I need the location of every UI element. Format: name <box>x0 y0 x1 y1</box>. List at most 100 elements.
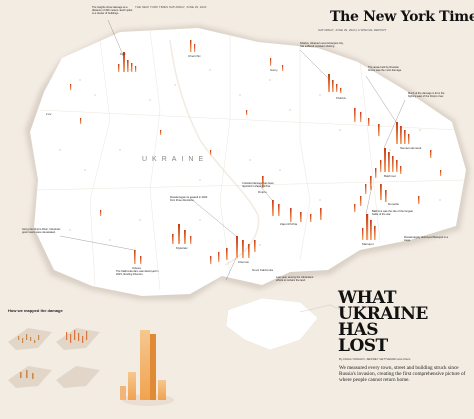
annotation-east-dnipro: Much of the damage is from the fighting … <box>408 92 445 99</box>
damage-spike <box>370 176 372 190</box>
damage-spike <box>300 212 302 222</box>
damage-spike <box>385 190 387 202</box>
damage-spike <box>236 236 238 258</box>
damage-spike <box>278 204 280 216</box>
damage-spike <box>430 150 432 158</box>
damage-spike <box>246 110 248 115</box>
inset-tile-4 <box>56 366 100 388</box>
annotation-grain-towns: Along the Dnipro River, Ukrainian grain … <box>22 228 61 235</box>
damage-spike <box>210 256 212 264</box>
damage-spike <box>242 240 244 258</box>
damage-spike <box>248 244 250 258</box>
damage-spike <box>374 226 376 240</box>
city-label-chernihiv: Chernihiv <box>188 54 201 58</box>
inset-title: How we mapped the damage <box>8 308 63 313</box>
damage-spike <box>365 184 367 194</box>
damage-spike <box>80 118 82 124</box>
damage-spike <box>290 208 292 222</box>
damage-spike <box>396 122 398 144</box>
annotation-mariupol: Russia largely destroyed Mariupol in a s… <box>404 236 448 243</box>
page-header: THE NEW YORK TIMES SATURDAY, JUNE 29, 20… <box>0 3 474 32</box>
damage-spike <box>418 196 420 204</box>
damage-spike <box>354 204 356 212</box>
damage-spike <box>70 84 72 90</box>
damage-spike <box>375 168 377 178</box>
annotation-reclaim: Last year, among the Ukrainians' efforts… <box>276 276 314 283</box>
masthead: The New York Times <box>330 9 474 25</box>
damage-spike <box>378 124 380 136</box>
story-byline: By ANJALI SINGHVI, JEFFREY GETTLEMAN and… <box>339 357 411 361</box>
city-label-sumy: Sumy <box>270 68 278 72</box>
annotation-zaporizhzhia: Crowded damage has been reported in Zapo… <box>242 182 274 189</box>
damage-spike <box>262 176 264 188</box>
damage-spike <box>380 184 382 200</box>
headline-line-3: HAS <box>338 320 379 340</box>
damage-spike <box>360 196 362 206</box>
headline-line-2: UKRAINE <box>338 304 428 324</box>
damage-spike <box>254 240 256 252</box>
city-label-kherson: Kherson <box>238 260 250 264</box>
damage-spike <box>226 248 228 260</box>
damage-spike <box>118 64 120 72</box>
damage-spike <box>328 74 330 92</box>
kerch-coast <box>299 304 346 313</box>
damage-spike <box>140 256 142 264</box>
inset-tile-3 <box>8 366 52 388</box>
damage-spike <box>368 118 370 126</box>
city-label-mariupol: Mariupol <box>362 242 374 246</box>
damage-spike <box>400 166 402 174</box>
damage-spike <box>332 80 334 92</box>
city-label-mykolaiv: Mykolaiv <box>176 246 188 250</box>
damage-spike <box>388 152 390 172</box>
damage-spike <box>272 200 274 216</box>
city-label-lviv: Lviv <box>46 112 52 116</box>
annotation-leaders <box>59 19 406 281</box>
damage-spike <box>354 108 356 122</box>
damage-spike <box>370 220 372 240</box>
inset-diagram <box>8 328 100 388</box>
damage-spike <box>400 126 402 144</box>
damage-spike <box>396 160 398 172</box>
damage-spike <box>178 224 180 244</box>
damage-spike <box>190 236 192 244</box>
damage-spike <box>270 58 272 66</box>
damage-spike <box>100 210 102 216</box>
damage-spike <box>340 88 342 93</box>
city-label-sievierodonetsk: Sievierodonetsk <box>400 146 422 150</box>
damage-spikes <box>70 40 442 264</box>
damage-spike <box>360 112 362 122</box>
settlement-dots <box>59 69 441 246</box>
annotation-kakhovka: The Kakhovka dam was destroyed in 2023, … <box>116 270 159 277</box>
damage-spike <box>172 234 174 244</box>
country-label: UKRAINE <box>142 156 209 163</box>
damage-spike <box>392 156 394 172</box>
city-label-dnipro: Dnipro <box>258 190 267 194</box>
damage-spike <box>127 60 129 72</box>
story-headline: WHAT UKRAINE HAS LOST <box>338 288 468 356</box>
story-deck: We measured every town, street and build… <box>339 365 466 384</box>
damage-spike <box>210 150 212 155</box>
damage-spike <box>131 63 133 72</box>
damage-spike <box>184 230 186 244</box>
city-label-odesa: Odesa <box>132 266 141 270</box>
headline-line-4: LOST <box>338 336 388 356</box>
damage-spike <box>440 170 442 176</box>
damage-spike <box>408 134 410 144</box>
annotation-invasion: Russia began its assault in 2022 from th… <box>170 196 208 203</box>
annotation-kharkiv: Kharkiv, Ukraine's second-largest city, … <box>300 42 344 49</box>
city-label-nova-kakhovka: Nova Kakhovka <box>252 268 274 272</box>
city-label-kharkiv: Kharkiv <box>336 96 347 100</box>
right-dateline: SATURDAY, JUNE 29, 2024 | A SPECIAL REPO… <box>318 28 387 32</box>
city-label-bakhmut: Bakhmut <box>384 174 396 178</box>
damage-spike <box>384 148 386 172</box>
damage-spike <box>320 208 322 220</box>
aggregate-bar <box>120 330 174 406</box>
headline-line-1: WHAT <box>338 288 397 308</box>
damage-spike <box>336 84 338 92</box>
damage-spike <box>362 228 364 240</box>
damage-spike <box>135 66 137 72</box>
oblast-borders <box>35 29 467 291</box>
annotation-heights: The heights show damage at a distance of… <box>92 6 133 16</box>
